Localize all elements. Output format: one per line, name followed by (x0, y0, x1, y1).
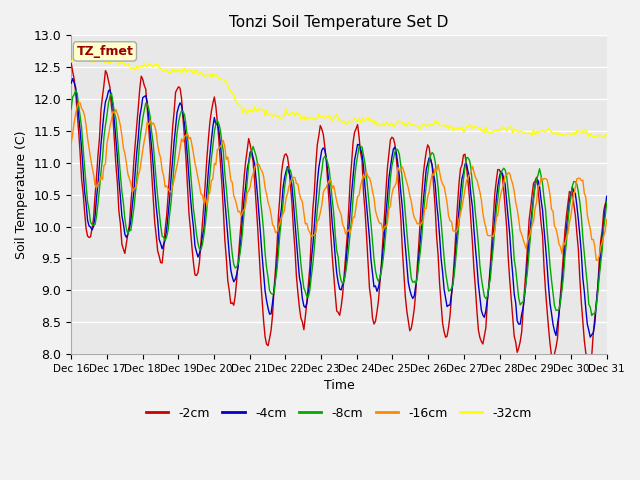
Legend: -2cm, -4cm, -8cm, -16cm, -32cm: -2cm, -4cm, -8cm, -16cm, -32cm (141, 402, 537, 425)
Y-axis label: Soil Temperature (C): Soil Temperature (C) (15, 131, 28, 259)
Title: Tonzi Soil Temperature Set D: Tonzi Soil Temperature Set D (229, 15, 449, 30)
X-axis label: Time: Time (324, 379, 355, 392)
Text: TZ_fmet: TZ_fmet (77, 45, 133, 58)
